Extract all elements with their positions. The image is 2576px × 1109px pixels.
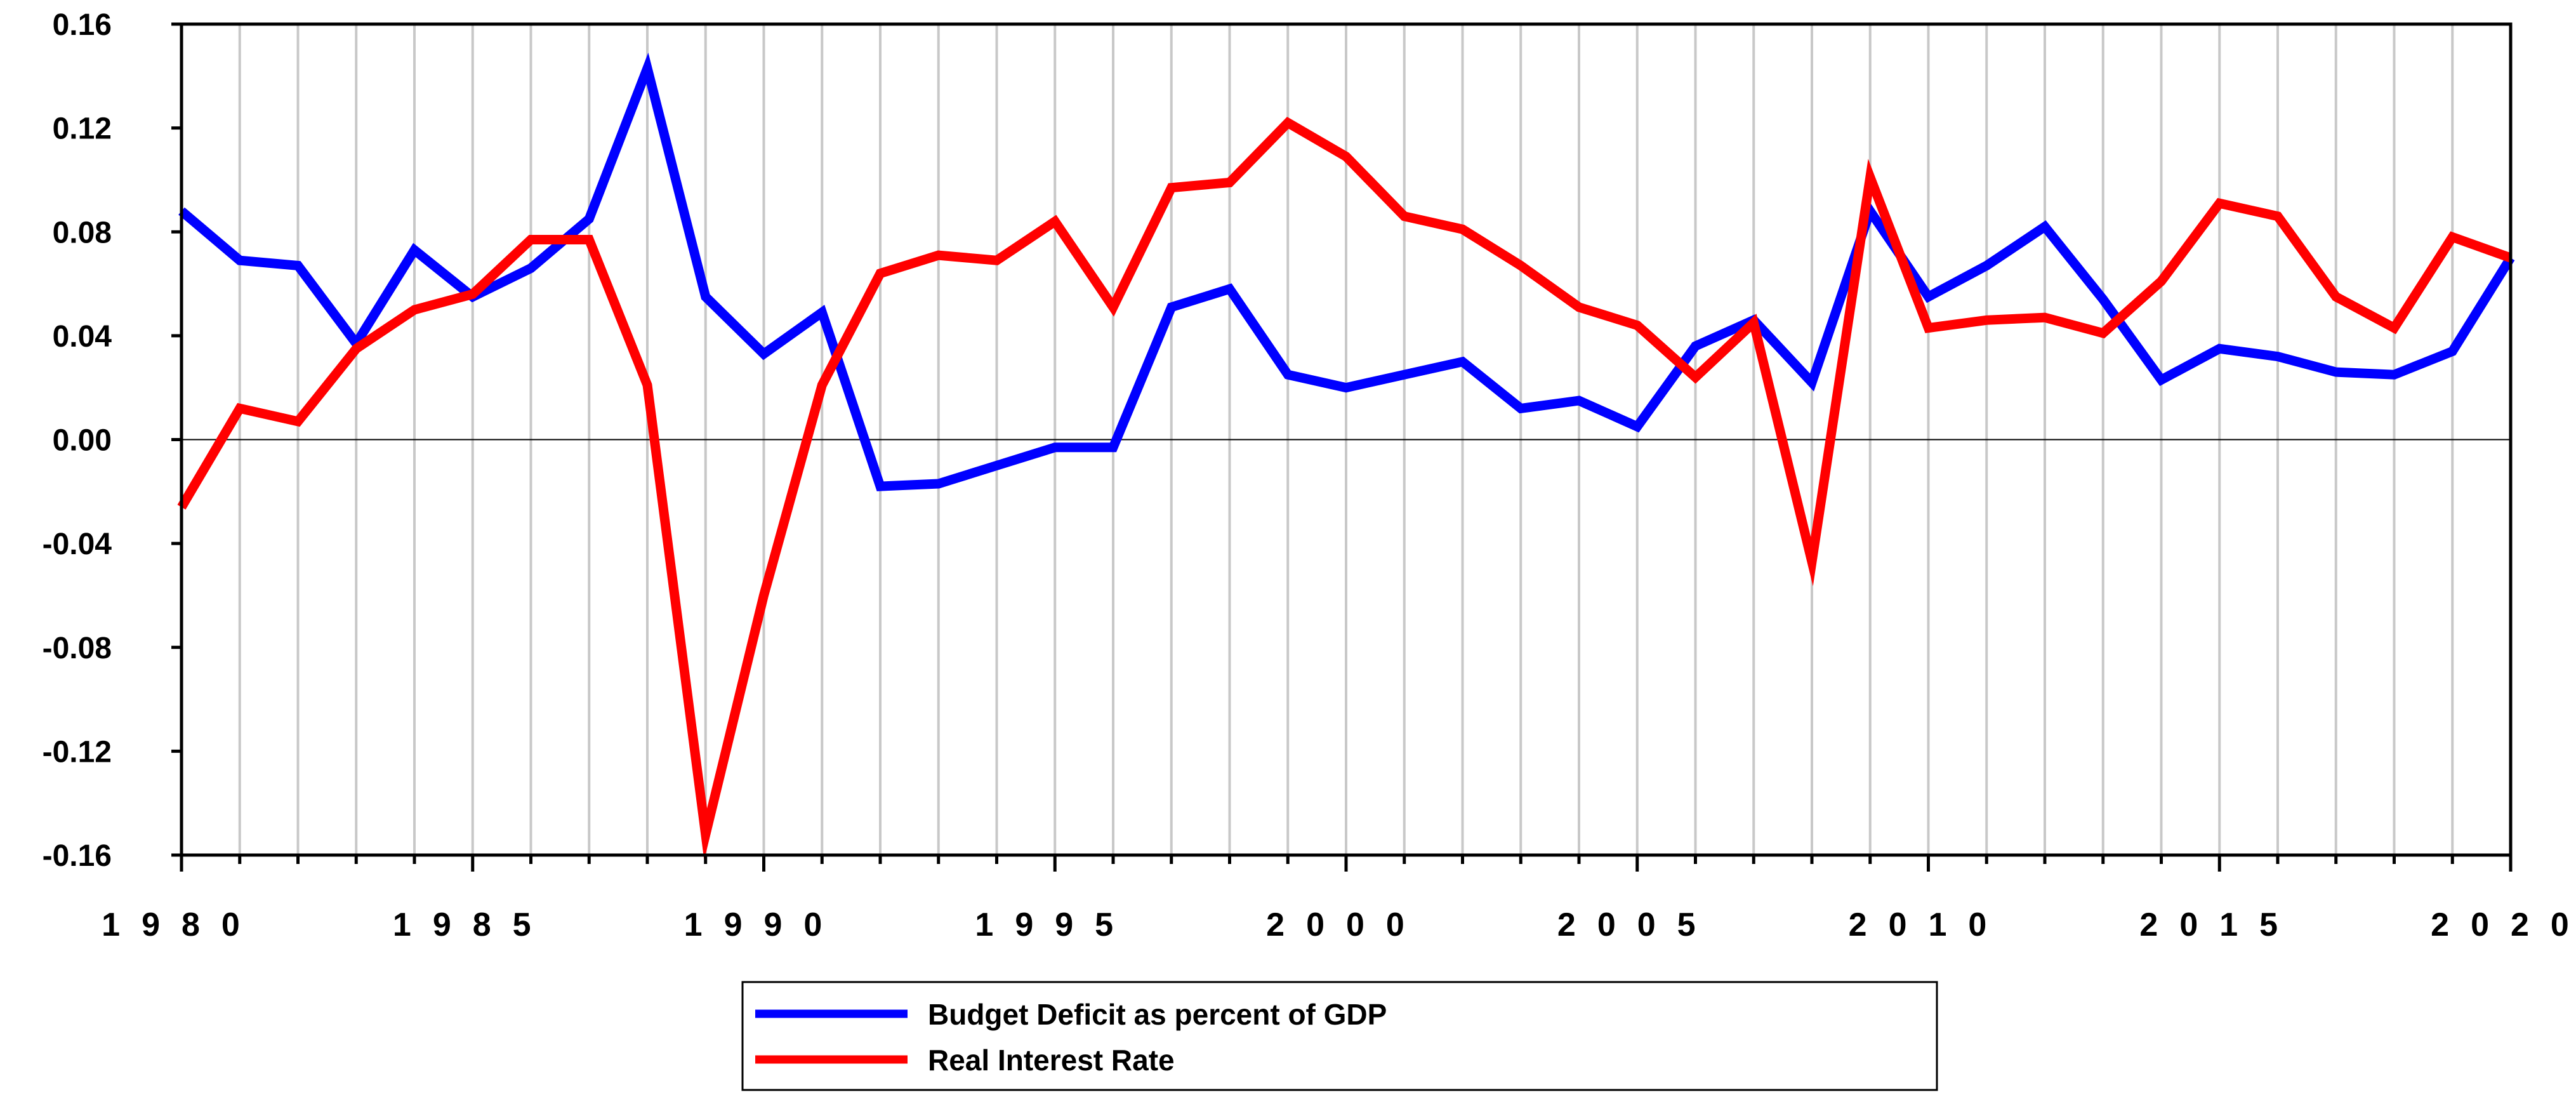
y-tick-label: -0.16: [43, 839, 112, 873]
y-tick-label: 0.08: [53, 216, 112, 249]
legend-box: [741, 981, 1938, 1091]
y-tick-label: -0.04: [43, 528, 112, 561]
series-lines: [177, 52, 2515, 861]
x-tick-label: 1995: [975, 906, 1135, 943]
y-axis-tick-labels: 0.16 0.12 0.08 0.04 0.00 -0.04 -0.08 -0.12 -0.16: [43, 8, 112, 873]
x-tick-label: 2015: [2139, 906, 2299, 943]
y-tick-label: -0.12: [43, 735, 112, 769]
x-tick-label: 1990: [684, 906, 844, 943]
legend-label-budget-deficit: Budget Deficit as percent of GDP: [928, 998, 1387, 1031]
axis-ticks: [171, 22, 2513, 872]
y-tick-label: 0.00: [53, 424, 112, 458]
x-tick-label: 2000: [1266, 906, 1426, 943]
y-tick-label: 0.16: [53, 8, 112, 42]
x-tick-label: 1985: [393, 906, 553, 943]
legend: Budget Deficit as percent of GDP Real In…: [741, 981, 1938, 1091]
x-tick-label: 2005: [1557, 906, 1717, 943]
y-tick-label: -0.08: [43, 632, 112, 665]
series-line-real-interest-rate: [177, 116, 2513, 861]
x-axis-tick-labels: 1980 1985 1990 1995 2000 2005 2010 2015 2020: [102, 906, 2576, 943]
y-tick-label: 0.12: [53, 112, 112, 146]
x-tick-label: 2020: [2431, 906, 2576, 943]
x-tick-label: 1980: [102, 906, 261, 943]
y-tick-label: 0.04: [53, 320, 112, 354]
x-tick-label: 2010: [1849, 906, 2009, 943]
legend-label-real-interest-rate: Real Interest Rate: [928, 1044, 1175, 1077]
